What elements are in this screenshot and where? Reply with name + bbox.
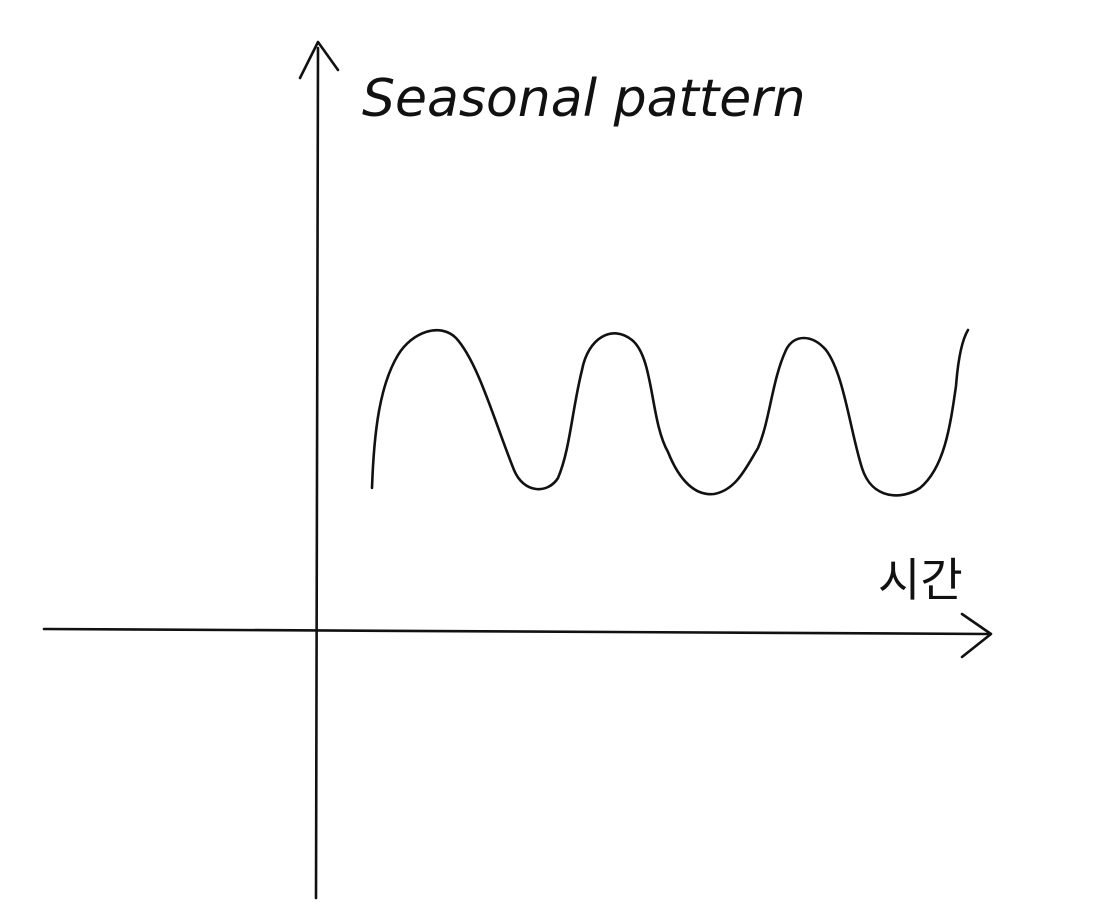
x-axis-line [42,627,990,636]
x-axis-arrowhead [960,612,993,659]
x-axis-label: 시간 [878,553,963,607]
diagram-title: Seasonal pattern [362,69,806,129]
y-axis-line [314,46,320,900]
seasonal-wave-curve [370,328,970,497]
y-axis-arrowhead [298,40,340,80]
